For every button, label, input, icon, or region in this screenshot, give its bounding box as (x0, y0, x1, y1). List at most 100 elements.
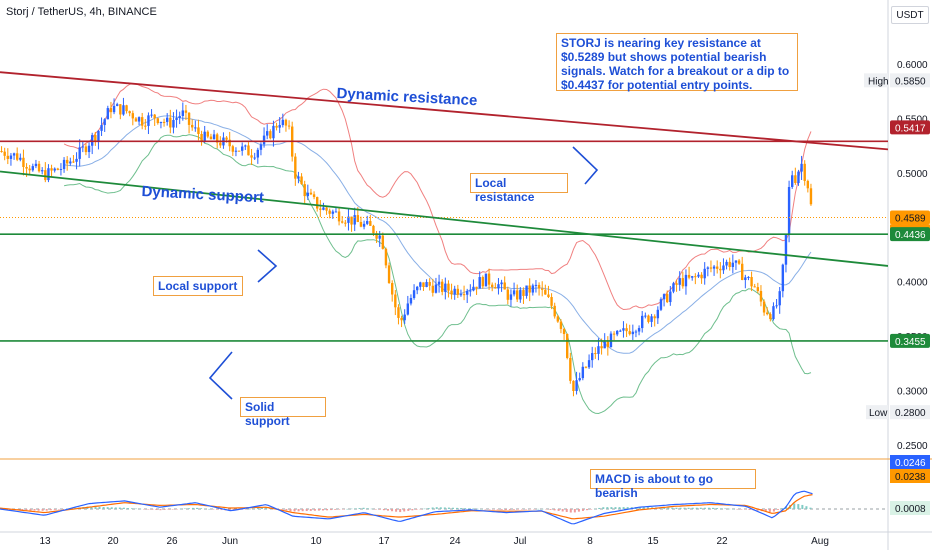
candle-body (484, 273, 488, 287)
candle-body (728, 261, 731, 268)
candle-body (447, 283, 450, 291)
candle-body (428, 282, 431, 286)
macd-histogram-bar (334, 509, 337, 510)
candle-body (0, 151, 3, 153)
macd-histogram-bar (25, 509, 28, 511)
candle-body (312, 194, 316, 198)
candle-body (197, 127, 200, 134)
candle-body (369, 221, 372, 226)
candle-body (90, 135, 94, 146)
x-tick-label: 8 (587, 536, 593, 547)
x-tick-label: Aug (811, 536, 829, 547)
time-axis[interactable]: 13 20 26 Jun 10 17 24 Jul 8 15 22 Aug (39, 536, 828, 547)
candle-body (697, 274, 700, 277)
trend-lines (0, 71, 888, 267)
currency-button[interactable]: USDT (891, 6, 929, 24)
candle-body (325, 207, 328, 211)
candle-body (494, 287, 497, 289)
macd-histogram-bar (781, 508, 784, 509)
candle-body (309, 192, 313, 195)
candle-body (365, 221, 369, 224)
macd-histogram-bar (586, 509, 589, 511)
candle-body (50, 168, 53, 171)
macd-histogram-bar (744, 509, 747, 510)
candle-body (706, 267, 710, 269)
candle-body (631, 331, 635, 335)
candle-body (472, 286, 475, 291)
candle-body (519, 290, 522, 300)
candle-body (244, 145, 247, 147)
macd-histogram-bar (732, 508, 735, 510)
local-resistance-label: Local resistance (470, 173, 568, 204)
candlesticks (0, 97, 813, 397)
candle-body (722, 265, 725, 271)
price-axis[interactable]: 0.60000.55000.50000.45000.40000.35000.30… (864, 60, 930, 515)
candle-body (669, 291, 672, 303)
macd-histogram-bar (447, 507, 450, 509)
macd-histogram-bar (488, 509, 491, 510)
candle-body (656, 309, 660, 319)
candle-body (340, 221, 344, 223)
macd-histogram-bar (265, 507, 268, 509)
candle-body (22, 157, 25, 167)
macd-histogram-bar (549, 509, 552, 510)
macd-histogram-bar (703, 507, 706, 509)
macd-histogram-bar (155, 509, 158, 511)
candle-body (31, 166, 35, 171)
candle-body (25, 166, 28, 169)
candle-body (534, 284, 538, 286)
dynamic-resistance-line[interactable] (0, 71, 888, 151)
candle-body (653, 316, 656, 319)
candle-body (87, 145, 91, 153)
macd-histogram-bar (244, 509, 247, 510)
candle-body (300, 176, 303, 185)
macd-histogram-bar (342, 509, 345, 510)
macd-histogram-bar (187, 508, 190, 509)
candle-body (53, 168, 56, 171)
candle-body (359, 221, 363, 227)
low-caption: Low (869, 408, 888, 419)
candle-body (787, 186, 791, 235)
macd-histogram-bar (699, 507, 702, 509)
macd-histogram-bar (395, 509, 398, 512)
candle-body (397, 307, 400, 318)
macd-histogram-bar (716, 508, 719, 509)
macd-histogram-bar (256, 508, 259, 509)
macd-histogram-bar (797, 504, 800, 509)
macd-histogram-bar (61, 509, 64, 510)
candle-body (612, 333, 616, 335)
candle-body (128, 111, 131, 114)
candle-body (56, 168, 60, 170)
candle-body (662, 294, 666, 300)
macd-histogram-bar (415, 509, 418, 510)
macd-histogram-bar (248, 508, 251, 510)
macd-histogram-bar (423, 508, 426, 510)
macd-histogram-bar (131, 508, 134, 509)
candle-body (719, 268, 722, 271)
macd-line (0, 490, 813, 525)
candle-body (750, 276, 753, 287)
candle-body (240, 146, 244, 151)
dynamic-support-line[interactable] (0, 170, 888, 267)
candle-body (575, 380, 578, 392)
macd-histogram-bar (427, 508, 430, 509)
macd-histogram-bar (443, 507, 446, 509)
macd-histogram-bar (626, 507, 629, 509)
y-tick-label: 0.5000 (897, 169, 928, 180)
price-badge-value: 0.5417 (895, 123, 926, 134)
candle-body (681, 278, 685, 287)
candle-body (100, 125, 103, 131)
macd-histogram-bar (740, 509, 743, 510)
candle-body (531, 285, 535, 293)
macd-histogram-bar (675, 507, 678, 509)
candle-body (234, 150, 238, 152)
candle-body (165, 117, 169, 122)
macd-histogram-bar (301, 509, 304, 512)
candle-body (184, 110, 188, 113)
x-tick-label: 15 (647, 536, 659, 547)
macd-histogram-bar (577, 509, 580, 512)
macd-histogram-bar (419, 509, 422, 510)
chevron-icon (257, 249, 278, 283)
chevron-icon (572, 146, 599, 185)
